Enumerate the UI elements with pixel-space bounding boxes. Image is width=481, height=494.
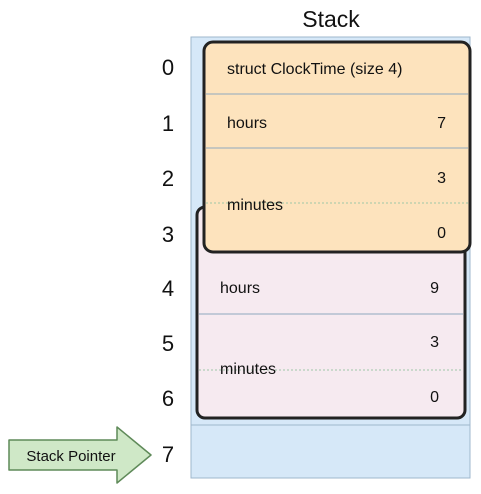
outer-hours-value: 7	[437, 115, 446, 132]
stack-index-label: 7	[162, 442, 174, 467]
outer-hours-label: hours	[227, 115, 267, 132]
stack-index-label: 5	[162, 331, 174, 356]
stack-index-label: 0	[162, 55, 174, 80]
inner-minutes-high-value: 3	[430, 334, 439, 351]
inner-minutes-label: minutes	[220, 361, 276, 378]
inner-minutes-low-value: 0	[430, 389, 439, 406]
outer-minutes-high-value: 3	[437, 170, 446, 187]
stack-index-label: 1	[162, 111, 174, 136]
outer-minutes-label: minutes	[227, 197, 283, 214]
outer-minutes-low-value: 0	[437, 225, 446, 242]
inner-hours-value: 9	[430, 280, 439, 297]
stack-pointer-label: Stack Pointer	[26, 448, 115, 465]
inner-hours-label: hours	[220, 280, 260, 297]
stack-index-label: 2	[162, 166, 174, 191]
diagram-title: Stack	[302, 6, 360, 32]
stack-index-label: 4	[162, 276, 174, 301]
stack-pointer-arrow-icon	[8, 426, 152, 484]
stack-index-label: 3	[162, 222, 174, 247]
stack-index-label: 6	[162, 386, 174, 411]
struct-header-label: struct ClockTime (size 4)	[227, 61, 402, 78]
